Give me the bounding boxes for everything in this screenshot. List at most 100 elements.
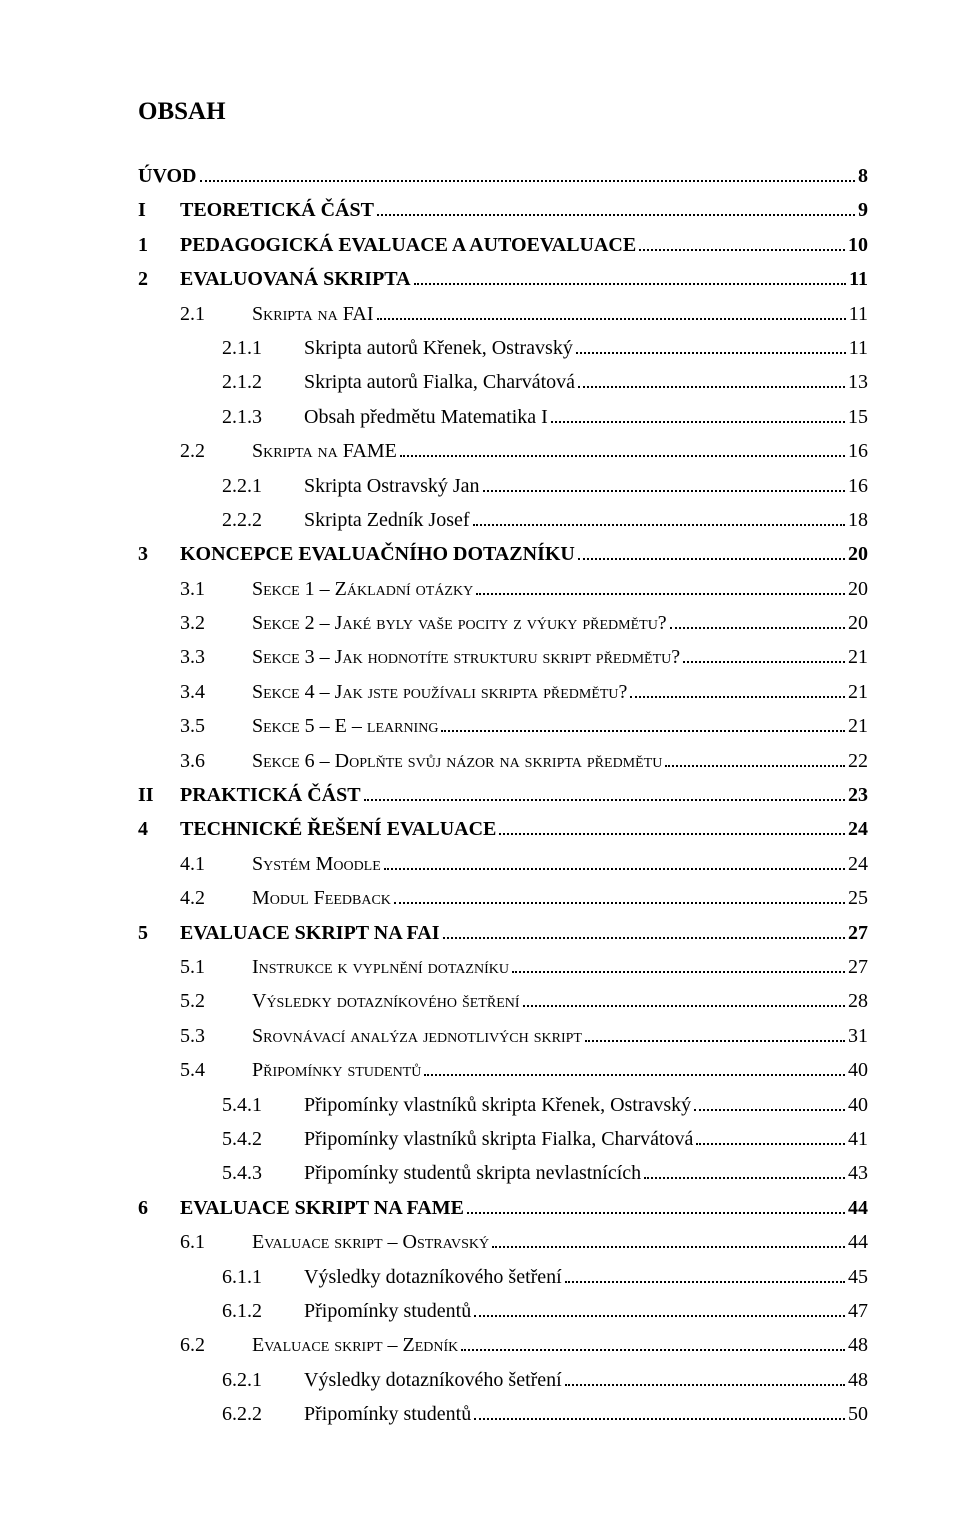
toc-entry-label: PRAKTICKÁ ČÁST [180, 778, 361, 812]
toc-entry-page: 11 [849, 262, 868, 296]
toc-entry: 3.5Sekce 5 – E – learning21 [138, 709, 868, 743]
toc-entry-label: Obsah předmětu Matematika I [304, 400, 548, 434]
toc-entry-label: KONCEPCE EVALUAČNÍHO DOTAZNÍKU [180, 537, 575, 571]
toc-entry-page: 50 [848, 1397, 868, 1431]
toc-entry: 6.1.2Připomínky studentů47 [138, 1294, 868, 1328]
toc-entry-number: 6.2.2 [222, 1397, 304, 1431]
toc-entry: 1PEDAGOGICKÁ EVALUACE A AUTOEVALUACE10 [138, 228, 868, 262]
toc-entry-label: Připomínky studentů [304, 1397, 471, 1431]
toc-entry: 2.2.1Skripta Ostravský Jan16 [138, 469, 868, 503]
toc-entry-number: 2.1.2 [222, 365, 304, 399]
toc-entry-page: 8 [858, 159, 868, 193]
toc-leader [424, 1074, 845, 1076]
toc-entry-label: Systém Moodle [252, 847, 381, 881]
toc-leader [474, 1418, 845, 1420]
toc-entry: 2.1Skripta na FAI11 [138, 297, 868, 331]
toc-entry-number: 5 [138, 916, 180, 950]
toc-entry: 2.1.1Skripta autorů Křenek, Ostravský11 [138, 331, 868, 365]
toc-leader [473, 524, 845, 526]
toc-entry-page: 24 [848, 812, 868, 846]
toc-leader [414, 283, 846, 285]
toc-entry: 2.2Skripta na FAME16 [138, 434, 868, 468]
toc-entry-number: 5.1 [180, 950, 252, 984]
toc-entry-label: Připomínky vlastníků skripta Fialka, Cha… [304, 1122, 693, 1156]
toc-entry-page: 15 [848, 400, 868, 434]
toc-entry-label: EVALUACE SKRIPT NA FAME [180, 1191, 464, 1225]
toc-entry-label: EVALUOVANÁ SKRIPTA [180, 262, 411, 296]
toc-entry: 5.1Instrukce k vyplnění dotazníku 27 [138, 950, 868, 984]
toc-leader [523, 1005, 845, 1007]
toc-entry-label: TECHNICKÉ ŘEŠENÍ EVALUACE [180, 812, 496, 846]
toc-entry-page: 27 [848, 950, 868, 984]
toc-entry: 5.4Připomínky studentů40 [138, 1053, 868, 1087]
toc-entry-label: Sekce 2 – Jaké byly vaše pocity z výuky … [252, 606, 667, 640]
toc-entry-label: ÚVOD [138, 159, 197, 193]
toc-leader [670, 627, 845, 629]
toc-entry: 2.1.2Skripta autorů Fialka, Charvátová13 [138, 365, 868, 399]
toc-entry-label: Skripta autorů Fialka, Charvátová [304, 365, 575, 399]
toc-entry-number: 3.1 [180, 572, 252, 606]
toc-entry-number: 2.1.1 [222, 331, 304, 365]
toc-entry-label: Skripta Ostravský Jan [304, 469, 480, 503]
toc-entry: 3.6Sekce 6 – Doplňte svůj názor na skrip… [138, 744, 868, 778]
toc-entry-number: I [138, 193, 180, 227]
toc-leader [400, 455, 845, 457]
toc-entry-page: 40 [848, 1053, 868, 1087]
toc-entry-label: Evaluace skript – Zedník [252, 1328, 458, 1362]
toc-entry-number: 2.1.3 [222, 400, 304, 434]
toc-entry-label: Připomínky vlastníků skripta Křenek, Ost… [304, 1088, 691, 1122]
toc-entry: 5.4.3Připomínky studentů skripta nevlast… [138, 1156, 868, 1190]
toc-entry-number: 5.4.3 [222, 1156, 304, 1190]
toc-entry: 6.2.1Výsledky dotazníkového šetření48 [138, 1363, 868, 1397]
toc-leader [476, 593, 845, 595]
toc-entry-page: 44 [848, 1225, 868, 1259]
toc-entry-page: 18 [848, 503, 868, 537]
toc-entry-number: 3.6 [180, 744, 252, 778]
toc-entry-label: Skripta na FAME [252, 434, 397, 468]
toc-entry: 3.3Sekce 3 – Jak hodnotíte strukturu skr… [138, 640, 868, 674]
toc-entry-page: 48 [848, 1363, 868, 1397]
toc-entry-label: Sekce 6 – Doplňte svůj názor na skripta … [252, 744, 662, 778]
toc-leader [443, 937, 845, 939]
toc-leader [512, 971, 845, 973]
toc-entry: 2.2.2Skripta Zedník Josef18 [138, 503, 868, 537]
toc-leader [492, 1246, 845, 1248]
toc-entry-page: 44 [848, 1191, 868, 1225]
toc-leader [585, 1040, 845, 1042]
toc-leader [474, 1315, 845, 1317]
toc-entry-page: 22 [848, 744, 868, 778]
toc-entry: 6.1.1Výsledky dotazníkového šetření45 [138, 1260, 868, 1294]
toc-leader [565, 1281, 845, 1283]
toc-leader [576, 352, 846, 354]
toc-leader [461, 1349, 845, 1351]
toc-entry-page: 27 [848, 916, 868, 950]
toc-entry-number: 3.5 [180, 709, 252, 743]
toc-entry-label: Výsledky dotazníkového šetření [252, 984, 520, 1018]
toc-leader [578, 558, 845, 560]
toc-entry-label: EVALUACE SKRIPT NA FAI [180, 916, 440, 950]
toc-entry-number: 2.2.2 [222, 503, 304, 537]
toc-leader [551, 421, 845, 423]
toc-entry: 3.2Sekce 2 – Jaké byly vaše pocity z výu… [138, 606, 868, 640]
toc-leader [565, 1384, 845, 1386]
toc-leader [200, 180, 856, 182]
toc-entry-number: 3.2 [180, 606, 252, 640]
toc-entry: 5.4.1Připomínky vlastníků skripta Křenek… [138, 1088, 868, 1122]
toc-entry-page: 41 [848, 1122, 868, 1156]
toc-entry-label: Instrukce k vyplnění dotazníku [252, 950, 509, 984]
toc-entry-page: 43 [848, 1156, 868, 1190]
toc-entry-number: 3 [138, 537, 180, 571]
toc-leader [644, 1177, 845, 1179]
page-title: OBSAH [138, 90, 868, 133]
toc-leader [384, 868, 845, 870]
toc-leader [578, 386, 845, 388]
toc-leader [377, 318, 846, 320]
toc-leader [499, 833, 845, 835]
toc-entry-page: 11 [849, 331, 868, 365]
toc-entry-number: 5.4.2 [222, 1122, 304, 1156]
toc-entry-label: Připomínky studentů [252, 1053, 421, 1087]
toc-entry-number: 6.2.1 [222, 1363, 304, 1397]
table-of-contents: ÚVOD8ITEORETICKÁ ČÁST91PEDAGOGICKÁ EVALU… [138, 159, 868, 1431]
toc-entry-label: PEDAGOGICKÁ EVALUACE A AUTOEVALUACE [180, 228, 636, 262]
toc-entry-number: 6.1.1 [222, 1260, 304, 1294]
